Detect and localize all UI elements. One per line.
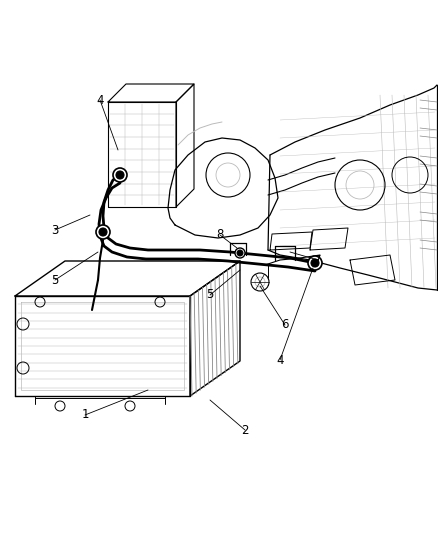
Text: 8: 8 [216, 229, 224, 241]
Text: 2: 2 [241, 424, 249, 437]
Circle shape [308, 256, 322, 270]
Circle shape [99, 228, 107, 236]
Circle shape [235, 248, 245, 258]
Circle shape [237, 250, 243, 256]
Circle shape [311, 259, 319, 267]
Text: 4: 4 [276, 353, 284, 367]
Text: 5: 5 [206, 288, 214, 302]
Text: 3: 3 [51, 223, 59, 237]
Circle shape [113, 168, 127, 182]
Text: 4: 4 [96, 93, 104, 107]
Circle shape [116, 171, 124, 179]
Text: 7: 7 [314, 254, 322, 266]
Circle shape [251, 273, 269, 291]
Text: 6: 6 [281, 319, 289, 332]
Circle shape [96, 225, 110, 239]
Text: 5: 5 [51, 273, 59, 287]
Text: 1: 1 [81, 408, 89, 422]
